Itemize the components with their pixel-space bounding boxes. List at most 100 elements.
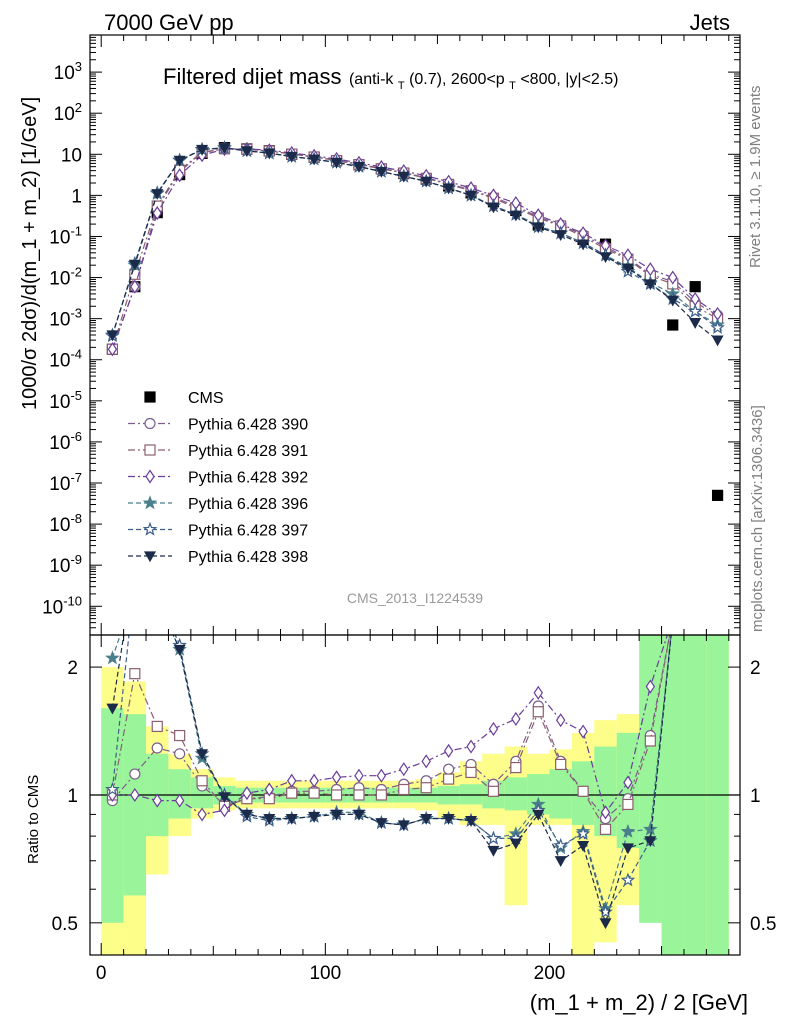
legend-marker <box>144 417 156 430</box>
main-series-layer <box>105 139 725 501</box>
y-tick-base: 10 <box>54 63 75 84</box>
ratio-point <box>420 813 433 825</box>
ratio-point <box>487 785 500 797</box>
ratio-point <box>174 748 186 760</box>
band-inner-bin <box>594 746 617 837</box>
ratio-uncertainty-bands <box>90 635 740 955</box>
series-pythia-6-428-396 <box>105 139 725 342</box>
ratio-y-tick-label: 2 <box>67 658 78 679</box>
ratio-point <box>151 720 163 733</box>
ratio-point <box>465 766 477 779</box>
header-right: Jets <box>690 10 730 35</box>
data-point <box>218 143 231 155</box>
data-point <box>352 162 365 173</box>
ratio-point <box>553 837 569 852</box>
ratio-point <box>622 798 634 811</box>
ratio-point <box>488 721 499 737</box>
data-point <box>532 222 545 234</box>
analysis-id: CMS_2013_I1224539 <box>347 590 483 606</box>
y-tick-exponent: -8 <box>70 511 82 526</box>
ratio-point <box>466 739 476 754</box>
ratio-point <box>691 613 699 625</box>
series-pythia-6-428-392 <box>107 141 723 357</box>
ratio-point <box>129 768 141 780</box>
data-point <box>263 148 276 160</box>
ratio-series-line <box>111 635 671 820</box>
y-tick-exponent: -6 <box>70 429 82 444</box>
ratio-point <box>129 586 140 597</box>
ratio-point <box>668 614 678 624</box>
legend-marker <box>142 521 158 536</box>
title-cuts-3: <800, |y|<2.5) <box>520 71 618 88</box>
data-point <box>130 279 140 294</box>
data-point <box>711 335 724 347</box>
y-tick-exponent: -4 <box>70 347 82 362</box>
ratio-point <box>219 803 230 818</box>
ratio-y-tick-label: 0.5 <box>52 914 78 935</box>
ratio-point <box>375 818 388 830</box>
y-tick-label: 10-8 <box>49 511 82 536</box>
ratio-point <box>712 613 723 624</box>
data-point <box>487 202 500 214</box>
ratio-point <box>330 809 343 821</box>
ratio-point <box>421 754 431 769</box>
axes-layer: 10-1010-910-810-710-610-510-410-310-210-… <box>42 34 776 984</box>
y-axis-label-ratio: Ratio to CMS <box>25 775 42 864</box>
ratio-point <box>130 787 140 803</box>
title-sub-1: T <box>398 80 405 92</box>
ratio-point <box>197 807 207 822</box>
data-point <box>308 154 321 166</box>
y-tick-label: 10-1 <box>49 223 82 248</box>
data-point <box>687 303 703 318</box>
legend-entry: Pythia 6.428 396 <box>128 495 308 513</box>
legend-marker <box>145 469 155 484</box>
ratio-point <box>308 787 320 799</box>
ratio-point <box>152 793 162 808</box>
series-pythia-6-428-397 <box>105 140 725 343</box>
y-tick-exponent: -7 <box>70 470 82 485</box>
legend-label: Pythia 6.428 396 <box>188 496 308 513</box>
data-point <box>442 183 455 195</box>
band-inner-bin <box>706 635 729 955</box>
legend-entry: Pythia 6.428 398 <box>128 549 308 566</box>
ratio-point <box>105 781 120 796</box>
ratio-point <box>533 685 543 700</box>
ratio-point <box>376 768 387 783</box>
ratio-point <box>196 749 209 761</box>
ratio-point <box>643 821 658 836</box>
ratio-point <box>443 773 455 785</box>
ratio-point <box>218 792 231 804</box>
ratio-point <box>354 768 364 783</box>
y-tick-exponent: 3 <box>75 59 82 74</box>
data-point <box>577 239 590 251</box>
title-main: Filtered dijet mass <box>163 64 342 89</box>
ratio-point <box>286 787 298 799</box>
data-point <box>621 263 634 275</box>
data-point <box>375 166 388 178</box>
legend-entry: Pythia 6.428 397 <box>128 521 308 540</box>
ratio-point <box>690 615 700 624</box>
ratio-point <box>263 813 276 825</box>
series-line <box>111 148 718 350</box>
ratio-point <box>287 773 297 788</box>
ratio-point <box>331 770 342 785</box>
data-point <box>397 171 410 183</box>
ratio-y-tick-label: 1 <box>67 786 78 807</box>
ratio-y-tick-label-right: 1 <box>750 786 761 807</box>
ratio-point <box>712 613 723 624</box>
series-pythia-6-428-391 <box>106 143 724 355</box>
y-tick-exponent: -9 <box>70 552 82 567</box>
ratio-point <box>578 724 588 739</box>
ratio-point <box>668 614 678 624</box>
y-tick-label: 10-2 <box>49 265 82 290</box>
ratio-point <box>420 782 432 794</box>
y-tick-exponent: -5 <box>70 388 82 403</box>
ratio-point <box>713 614 723 624</box>
y-tick-label: 10-3 <box>49 306 82 331</box>
y-tick-base: 10 <box>42 597 63 618</box>
ratio-point <box>174 729 186 742</box>
legend-marker <box>142 495 158 510</box>
band-inner-bin <box>190 777 214 809</box>
ratio-point <box>509 838 522 850</box>
data-point <box>667 319 679 331</box>
